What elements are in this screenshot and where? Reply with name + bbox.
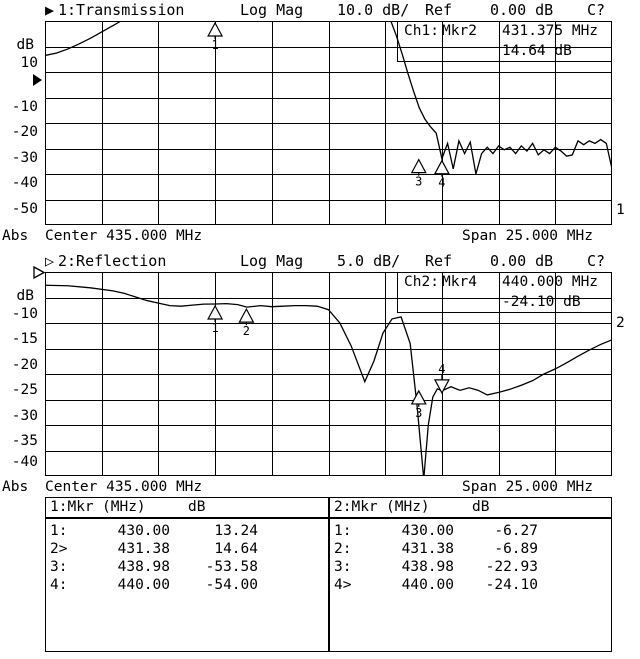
mk2-row-id[interactable]: 4>: [334, 577, 352, 593]
ch2-active-marker-icon: ▷: [45, 252, 55, 270]
marker-table-divider: [328, 497, 330, 652]
mk1-row-amp: 13.24: [214, 523, 258, 539]
mk1-row-amp: -53.58: [205, 559, 258, 575]
mk1-header-freq: (MHz): [102, 499, 146, 515]
mk1-row-id[interactable]: 1:: [50, 523, 68, 539]
ch1-ytick--20: -20: [11, 124, 38, 140]
ch2-span-label: Span 25.000 MHz: [462, 479, 593, 495]
ch2-format: Log Mag: [240, 252, 304, 270]
mk2-row-id[interactable]: 2:: [334, 541, 352, 557]
svg-text:2: 2: [243, 324, 250, 338]
mk2-row-freq: 438.98: [401, 559, 454, 575]
mk1-row-amp: 14.64: [214, 541, 258, 557]
ch2-sweep-mode: Abs: [2, 479, 29, 495]
mk2-header-amp: dB: [472, 499, 490, 515]
ch2-readout-marker: Mkr4: [442, 274, 477, 290]
ch2-scale-per-div: 5.0 dB/: [337, 252, 401, 270]
ch1-ytick--10: -10: [11, 99, 38, 115]
ch1-correction-flag: C?: [587, 1, 606, 19]
ch2-ytick--20: -20: [11, 357, 38, 373]
ch2-ytick--40: -40: [11, 454, 38, 470]
mk2-row-amp: -6.27: [494, 523, 538, 539]
ch1-readout-channel: Ch1:: [404, 23, 439, 39]
mk2-row-id[interactable]: 1:: [334, 523, 352, 539]
ch2-y-unit: dB: [16, 288, 34, 304]
ch1-ref-label: Ref: [425, 1, 453, 19]
ch2-ytick--10: -10: [11, 306, 38, 322]
ch2-title: 2:Reflection: [58, 252, 167, 270]
mk1-row-freq: 440.00: [117, 577, 170, 593]
mk1-row-id[interactable]: 2>: [50, 541, 68, 557]
ch1-center-label: Center 435.000 MHz: [45, 228, 203, 244]
ch2-ytick--15: -15: [11, 331, 38, 347]
mk1-row-id[interactable]: 3:: [50, 559, 68, 575]
ch1-sweep-mode: Abs: [2, 228, 29, 244]
mk2-row-id[interactable]: 3:: [334, 559, 352, 575]
mk2-row-freq: 431.38: [401, 541, 454, 557]
ch2-ytick--30: -30: [11, 408, 38, 424]
ch2-ytick--35: -35: [11, 433, 38, 449]
mk1-header-channel: 1:Mkr: [50, 499, 94, 515]
ch1-span-label: Span 25.000 MHz: [462, 228, 593, 244]
ch2-readout-frequency: 440.000 MHz: [502, 274, 599, 290]
ch1-scale-per-div: 10.0 dB/: [337, 1, 410, 19]
ch1-ytick--50: -50: [11, 201, 38, 217]
ch2-correction-flag: C?: [587, 252, 606, 270]
ch1-active-marker-icon: ▶: [45, 1, 55, 19]
mk1-row-freq: 438.98: [117, 559, 170, 575]
ch2-ref-value: 0.00 dB: [490, 252, 554, 270]
ch2-ytick--25: -25: [11, 382, 38, 398]
svg-text:3: 3: [415, 406, 422, 420]
ch1-ytick--40: -40: [11, 175, 38, 191]
mk2-header-channel: 2:Mkr: [334, 499, 378, 515]
mk1-header-amp: dB: [188, 499, 206, 515]
mk2-row-amp: -24.10: [485, 577, 538, 593]
ch1-title: 1:Transmission: [58, 1, 185, 19]
ch1-format: Log Mag: [240, 1, 304, 19]
mk2-row-amp: -6.89: [494, 541, 538, 557]
ch1-ytick-10: 10: [20, 55, 38, 71]
mk2-row-freq: 440.00: [401, 577, 454, 593]
ch2-readout-channel: Ch2:: [404, 274, 439, 290]
ch2-reference-pointer-icon: [33, 266, 45, 279]
mk2-row-freq: 430.00: [401, 523, 454, 539]
svg-text:1: 1: [211, 38, 218, 52]
mk1-row-amp: -54.00: [205, 577, 258, 593]
mk2-row-amp: -22.93: [485, 559, 538, 575]
svg-text:1: 1: [211, 321, 218, 335]
svg-text:4: 4: [438, 176, 445, 190]
mk2-header-freq: (MHz): [386, 499, 430, 515]
ch2-trace-area: 1 2 3 4: [45, 272, 612, 476]
ch1-readout-marker: Mkr2: [442, 23, 477, 39]
mk1-row-freq: 430.00: [117, 523, 170, 539]
ch1-marker-readout-box: [397, 21, 612, 62]
ch1-ref-value: 0.00 dB: [490, 1, 554, 19]
svg-text:4: 4: [438, 362, 445, 376]
ch2-right-edge-label: 2: [616, 315, 625, 331]
ch2-ref-label: Ref: [425, 252, 453, 270]
mk1-row-freq: 431.38: [117, 541, 170, 557]
ch1-readout-frequency: 431.375 MHz: [502, 23, 599, 39]
svg-text:3: 3: [415, 175, 422, 189]
ch1-ytick--30: -30: [11, 150, 38, 166]
ch1-y-unit: dB: [16, 37, 34, 53]
ch1-right-edge-label: 1: [616, 202, 625, 218]
ch2-center-label: Center 435.000 MHz: [45, 479, 203, 495]
mk1-row-id[interactable]: 4:: [50, 577, 68, 593]
ch1-reference-pointer-icon: [33, 74, 42, 86]
ch2-marker-readout-box: [397, 272, 612, 313]
